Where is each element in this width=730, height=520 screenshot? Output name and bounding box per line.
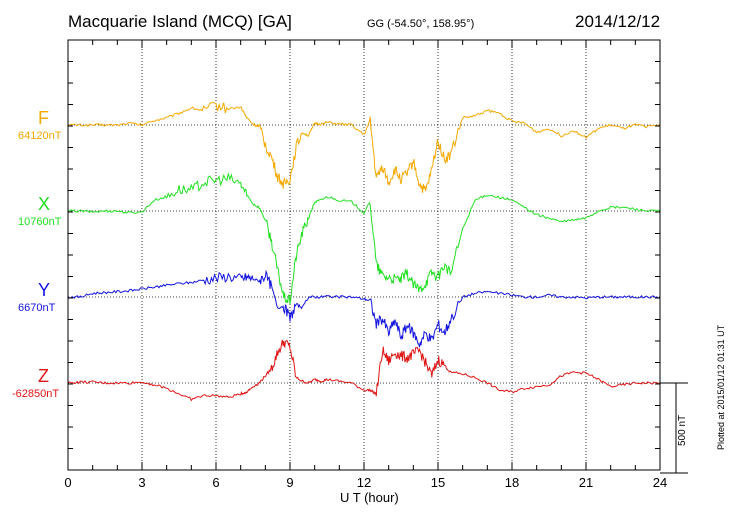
- station-coordinates: GG (-54.50°, 158.95°): [367, 18, 475, 30]
- series-baseline-f: 64120nT: [18, 130, 62, 142]
- axis-layer: 0 3 6 9 12 15 18 21 24: [64, 39, 688, 490]
- x-tick-label: 0: [64, 475, 71, 490]
- x-tick-label: 3: [138, 475, 145, 490]
- plot-frame: [67, 39, 661, 471]
- series-name-y: Y: [38, 280, 51, 300]
- x-tick-label: 18: [505, 475, 519, 490]
- series-baseline-y: 6670nT: [18, 302, 56, 314]
- series-name-x: X: [38, 194, 51, 214]
- chart-date: 2014/12/12: [575, 12, 661, 31]
- x-tick-label: 9: [286, 475, 293, 490]
- scale-bar-label: 500 nT: [677, 414, 688, 446]
- series-name-z: Z: [38, 366, 49, 386]
- series-baseline-x: 10760nT: [18, 216, 62, 228]
- x-tick-label: 24: [653, 475, 667, 490]
- series-line-z: [67, 339, 661, 402]
- x-tick-label: 12: [357, 475, 371, 490]
- series-layer: [67, 101, 661, 402]
- series-line-x: [67, 171, 661, 305]
- x-tick-label: 21: [579, 475, 593, 490]
- x-tick-label: 6: [212, 475, 219, 490]
- series-name-f: F: [38, 108, 49, 128]
- chart-title: Macquarie Island (MCQ) [GA]: [68, 12, 292, 31]
- series-line-y: [67, 269, 661, 348]
- grid-layer: [68, 40, 660, 470]
- x-tick-label: 15: [431, 475, 445, 490]
- plotted-timestamp: Plotted at 2015/01/12 01:31 UT: [716, 324, 726, 450]
- series-baseline-z: -62850nT: [12, 388, 60, 400]
- x-axis-label: U T (hour): [340, 490, 399, 505]
- series-line-f: [67, 101, 661, 193]
